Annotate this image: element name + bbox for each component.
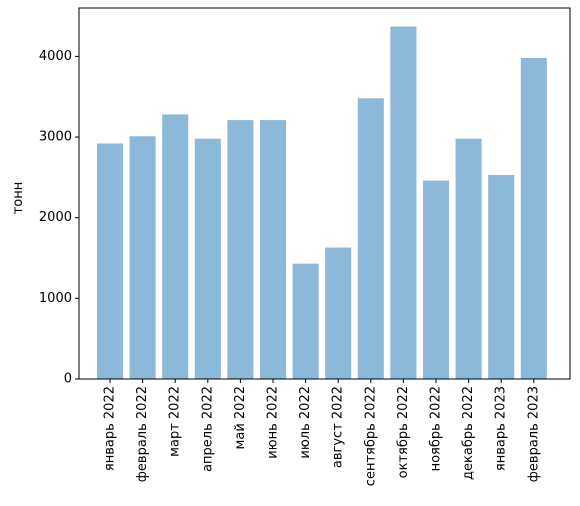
x-tick-label-1: февраль 2022 xyxy=(135,386,150,482)
bar-6 xyxy=(292,263,319,379)
bar-0 xyxy=(96,143,124,379)
bar-12 xyxy=(488,174,515,379)
x-tick-label-11: декабрь 2022 xyxy=(461,386,476,480)
x-tick-label-2: март 2022 xyxy=(168,386,183,457)
plot-frame xyxy=(78,7,571,380)
y-tick-label-2: 2000 xyxy=(39,210,72,225)
bar-13 xyxy=(520,58,547,379)
y-axis-label: тонн xyxy=(11,182,26,215)
bar-4 xyxy=(227,120,254,380)
x-tick-label-7: август 2022 xyxy=(331,386,346,468)
x-tick-label-13: февраль 2023 xyxy=(526,386,541,482)
x-tick-label-5: июнь 2022 xyxy=(266,386,281,459)
bar-8 xyxy=(357,98,384,379)
x-tick-label-3: апрель 2022 xyxy=(200,386,215,472)
x-ticks-group: январь 2022 февраль 2022 март 2022 апрель 2… xyxy=(103,379,541,486)
x-tick-label-10: ноябрь 2022 xyxy=(429,386,444,471)
x-tick-label-8: сентябрь 2022 xyxy=(363,386,378,486)
bar-2 xyxy=(162,114,189,380)
x-tick-label-4: май 2022 xyxy=(233,386,248,449)
bar-5 xyxy=(259,120,287,380)
bar-11 xyxy=(455,138,482,379)
y-tick-label-4: 4000 xyxy=(39,49,72,64)
bar-9 xyxy=(390,26,417,380)
bars-group xyxy=(96,26,547,380)
y-ticks-group: 0 1000 2000 3000 4000 xyxy=(39,49,79,387)
y-tick-label-1: 1000 xyxy=(39,291,72,306)
x-tick-label-12: январь 2023 xyxy=(494,386,509,471)
bar-1 xyxy=(129,136,156,379)
x-tick-label-9: октябрь 2022 xyxy=(396,386,411,478)
x-tick-label-6: июль 2022 xyxy=(298,386,313,459)
bar-7 xyxy=(325,247,352,379)
bar-10 xyxy=(422,180,450,379)
bar-3 xyxy=(194,138,221,379)
y-tick-label-0: 0 xyxy=(64,372,72,387)
y-tick-label-3: 3000 xyxy=(39,130,72,145)
x-tick-label-0: январь 2022 xyxy=(103,386,118,471)
